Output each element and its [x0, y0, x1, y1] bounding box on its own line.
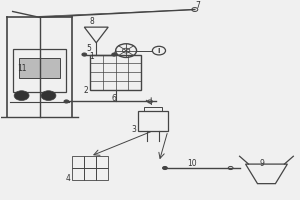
Circle shape — [163, 166, 167, 170]
Text: 10: 10 — [187, 159, 196, 168]
Text: 6: 6 — [112, 94, 117, 103]
Text: 5: 5 — [86, 44, 91, 53]
Text: 4: 4 — [65, 174, 70, 183]
Bar — [13, 49, 66, 92]
Bar — [72, 168, 84, 180]
Circle shape — [41, 91, 56, 101]
Circle shape — [82, 53, 87, 56]
Text: I: I — [158, 48, 160, 54]
Circle shape — [112, 53, 117, 56]
Bar — [138, 111, 168, 131]
Bar — [72, 156, 84, 168]
Circle shape — [64, 100, 69, 103]
Bar — [84, 168, 96, 180]
Text: 1: 1 — [89, 52, 94, 61]
Text: 2: 2 — [83, 86, 88, 95]
Text: 7: 7 — [195, 1, 200, 10]
Bar — [96, 156, 108, 168]
Text: 11: 11 — [17, 64, 26, 73]
Text: 3: 3 — [131, 125, 136, 134]
Text: 9: 9 — [260, 159, 264, 168]
Bar — [96, 168, 108, 180]
Text: 8: 8 — [89, 17, 94, 26]
Bar — [84, 156, 96, 168]
Bar — [19, 58, 60, 78]
Bar — [90, 55, 141, 90]
Bar — [144, 107, 162, 111]
Circle shape — [14, 91, 29, 101]
